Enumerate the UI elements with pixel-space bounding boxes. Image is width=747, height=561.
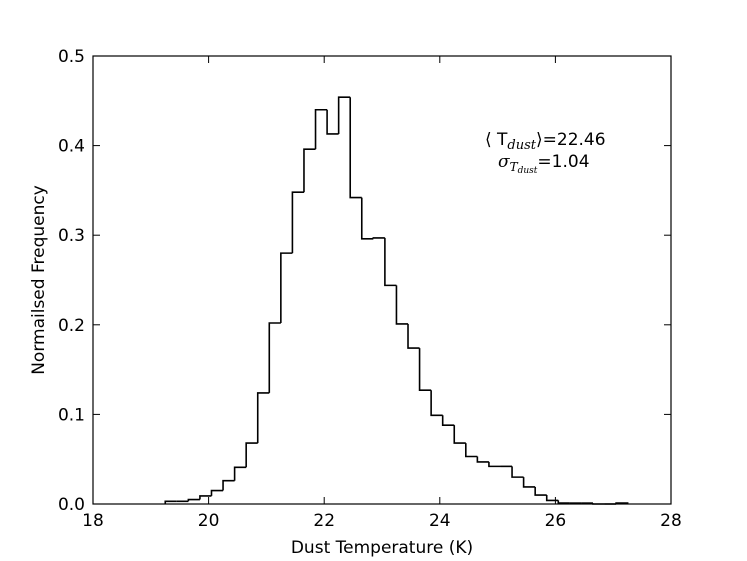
histogram-bar	[199, 495, 212, 500]
histogram-bar	[326, 109, 339, 135]
histogram-bar	[545, 495, 559, 502]
histogram-bar	[268, 322, 281, 393]
histogram-bar	[418, 348, 432, 392]
histogram-bar	[534, 486, 547, 496]
histogram-bar	[187, 498, 200, 502]
histogram-bar	[557, 500, 570, 504]
annotation-subscript: T	[510, 160, 519, 174]
histogram-bar	[349, 97, 362, 199]
histogram-bar	[222, 479, 235, 491]
annotation: ⟨ Tdust⟩=22.46	[485, 130, 606, 153]
histogram-bar	[476, 456, 489, 463]
histogram-bar	[210, 489, 224, 496]
histogram-bar	[245, 442, 258, 468]
x-tick-label: 24	[429, 511, 451, 531]
histogram-bar	[164, 500, 177, 504]
annotation-text: ⟨ T	[485, 130, 508, 150]
histogram-bar	[280, 252, 293, 324]
y-tick-label: 0.4	[58, 137, 85, 157]
x-tick-label: 28	[660, 511, 682, 531]
x-axis-label: Dust Temperature (K)	[291, 538, 473, 558]
y-tick-label: 0.5	[58, 47, 85, 67]
annotation-subscript: dust	[518, 166, 538, 176]
histogram-bar	[465, 443, 478, 458]
plot-frame	[92, 55, 672, 505]
annotation-text: =1.04	[537, 152, 589, 172]
x-tick-label: 22	[313, 511, 335, 531]
histogram-bar	[453, 425, 466, 444]
histogram-bar	[430, 390, 443, 417]
histogram-bar	[337, 96, 351, 134]
histogram-bar	[360, 197, 374, 240]
x-tick-label: 20	[198, 511, 220, 531]
histogram-bar	[407, 323, 420, 349]
histogram-bar	[384, 237, 397, 287]
histogram-bar	[511, 466, 524, 478]
annotation-text: σ	[498, 152, 510, 172]
histogram-bar	[291, 191, 304, 254]
histogram-bar	[395, 285, 409, 325]
annotation-subscript: dust	[507, 138, 536, 153]
histogram-bar	[233, 466, 247, 481]
x-tick-label: 18	[82, 511, 104, 531]
y-tick-label: 0.1	[58, 405, 85, 425]
y-tick-label: 0.3	[58, 226, 85, 246]
annotation-text: ⟩=22.46	[536, 130, 606, 150]
x-tick-label: 26	[545, 511, 567, 531]
histogram-bar	[256, 392, 270, 444]
histogram-bar	[488, 461, 501, 468]
y-tick-label: 0.2	[58, 316, 85, 336]
histogram-bar	[441, 415, 455, 426]
y-tick-label: 0.0	[58, 495, 85, 515]
histogram-bar	[522, 477, 536, 488]
histogram-bar	[372, 237, 385, 239]
annotation: σTdust=1.04	[498, 152, 590, 176]
histogram-bar	[314, 108, 328, 150]
histogram-bar	[303, 148, 316, 193]
y-axis-label: Normailsed Frequency	[29, 185, 49, 375]
